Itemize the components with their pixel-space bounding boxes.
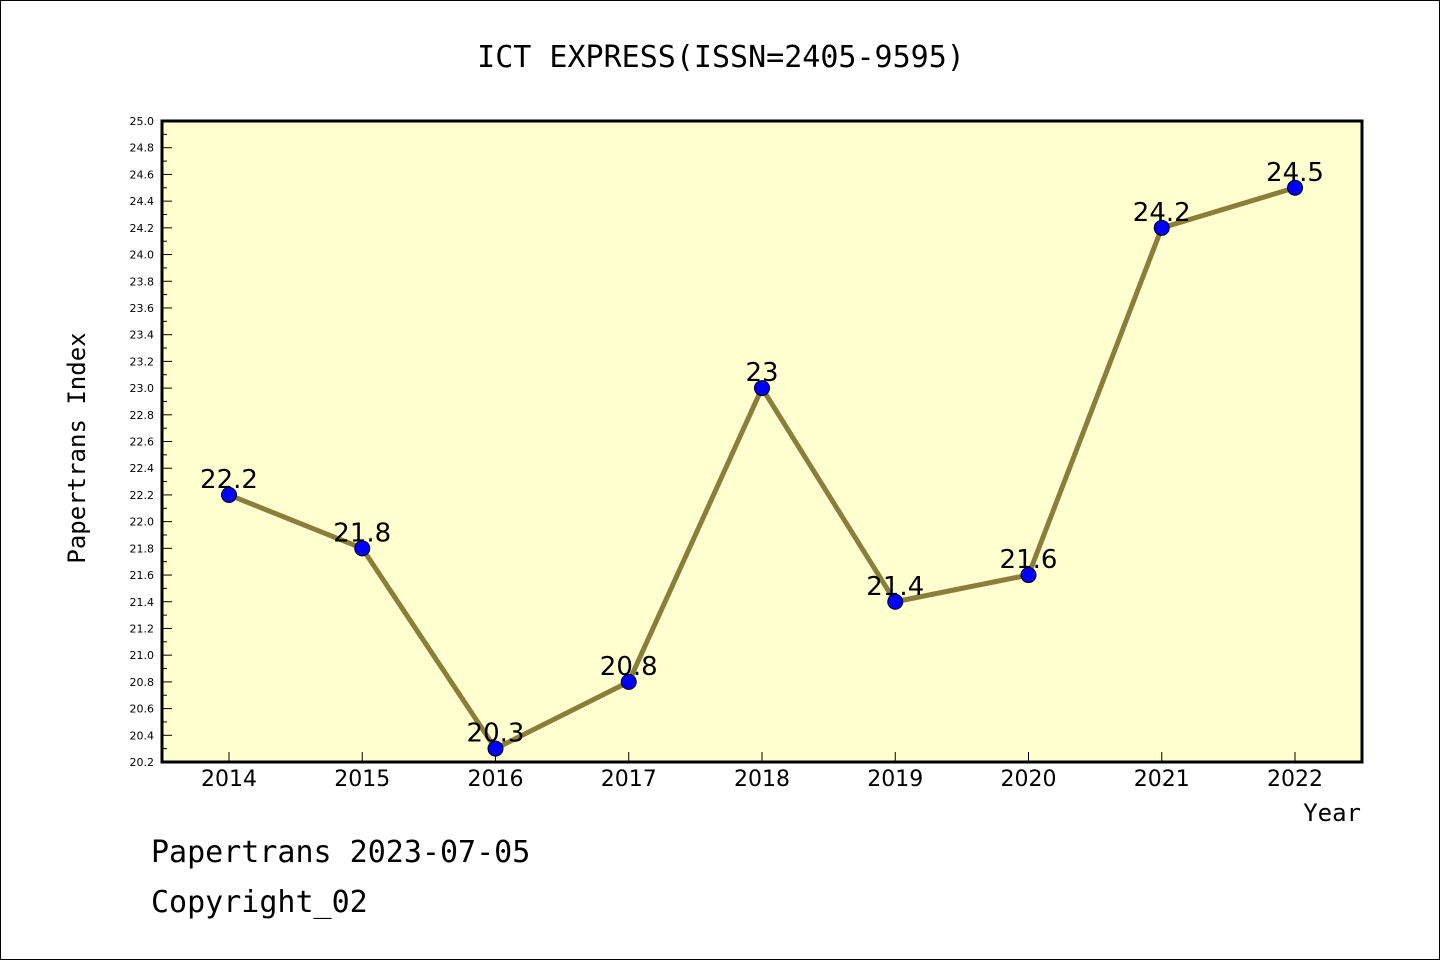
data-label: 23	[745, 358, 778, 388]
x-tick-label: 2019	[867, 767, 923, 792]
y-tick-label: 24.8	[130, 142, 155, 155]
y-tick-label: 21.2	[130, 622, 155, 635]
y-tick-label: 24.2	[130, 222, 155, 235]
data-point	[1287, 179, 1303, 196]
data-markers	[221, 179, 1303, 757]
y-tick-label: 23.8	[130, 275, 155, 288]
x-tick-label: 2022	[1267, 767, 1323, 792]
data-labels: 22.2 21.8 20.3 20.8 23 21.4 21.6 24.2 24.5	[200, 158, 1324, 749]
y-tick-label: 21.0	[130, 649, 155, 662]
y-tick-label: 24.4	[130, 195, 155, 208]
y-axis: 20.2 20.4 20.6 20.8 21.0 21.2 21.4 21.6 21.8 22.0…	[130, 115, 172, 769]
y-tick-label: 20.2	[130, 756, 155, 769]
x-tick-label: 2015	[334, 767, 390, 792]
y-tick-label: 21.8	[130, 542, 155, 555]
data-label: 24.2	[1133, 198, 1191, 228]
y-tick-label: 21.6	[130, 569, 155, 582]
data-point	[487, 740, 504, 757]
y-axis-title: Papertrans Index	[63, 332, 91, 563]
data-point	[754, 380, 770, 397]
data-point	[1020, 567, 1037, 584]
y-tick-label: 24.6	[130, 168, 155, 181]
data-point	[354, 540, 371, 557]
data-label: 21.6	[1000, 545, 1058, 575]
chart-title: ICT EXPRESS(ISSN=2405-9595)	[477, 40, 965, 75]
data-point	[887, 593, 904, 610]
footer-copyright: Copyright_02	[151, 885, 368, 920]
data-label: 22.2	[200, 465, 258, 495]
y-tick-label: 22.4	[130, 462, 155, 475]
x-tick-label: 2017	[601, 767, 657, 792]
y-tick-label: 21.4	[130, 596, 155, 609]
data-label: 20.3	[467, 719, 525, 749]
y-tick-label: 22.8	[130, 409, 155, 422]
y-tick-label: 23.6	[130, 302, 155, 315]
y-tick-label: 23.2	[130, 355, 155, 368]
x-tick-label: 2021	[1134, 767, 1190, 792]
data-label: 24.5	[1266, 158, 1324, 188]
data-label: 20.8	[600, 652, 658, 682]
y-tick-label: 20.8	[130, 676, 155, 689]
data-point	[620, 673, 637, 690]
data-point	[221, 486, 237, 503]
y-tick-label: 22.0	[130, 516, 155, 529]
y-tick-label: 23.0	[130, 382, 155, 395]
y-tick-label: 20.6	[130, 703, 155, 716]
y-tick-label: 22.2	[130, 489, 155, 502]
y-tick-label: 24.0	[130, 249, 155, 262]
x-tick-label: 2018	[734, 767, 790, 792]
y-tick-label: 23.4	[130, 329, 155, 342]
footer-date: Papertrans 2023-07-05	[151, 835, 531, 870]
y-tick-label: 20.4	[130, 729, 155, 742]
data-label: 21.8	[333, 518, 391, 548]
y-tick-label: 25.0	[130, 115, 155, 128]
x-tick-label: 2014	[201, 767, 257, 792]
y-tick-label: 22.6	[130, 436, 155, 449]
x-tick-label: 2020	[1001, 767, 1057, 792]
x-axis-title: Year	[1303, 799, 1361, 827]
x-tick-label: 2016	[468, 767, 524, 792]
data-label: 21.4	[866, 572, 924, 602]
x-axis: 2014 2015 2016 2017 2018 2019 2020 2021 2022	[201, 752, 1323, 792]
data-point	[1153, 219, 1170, 236]
